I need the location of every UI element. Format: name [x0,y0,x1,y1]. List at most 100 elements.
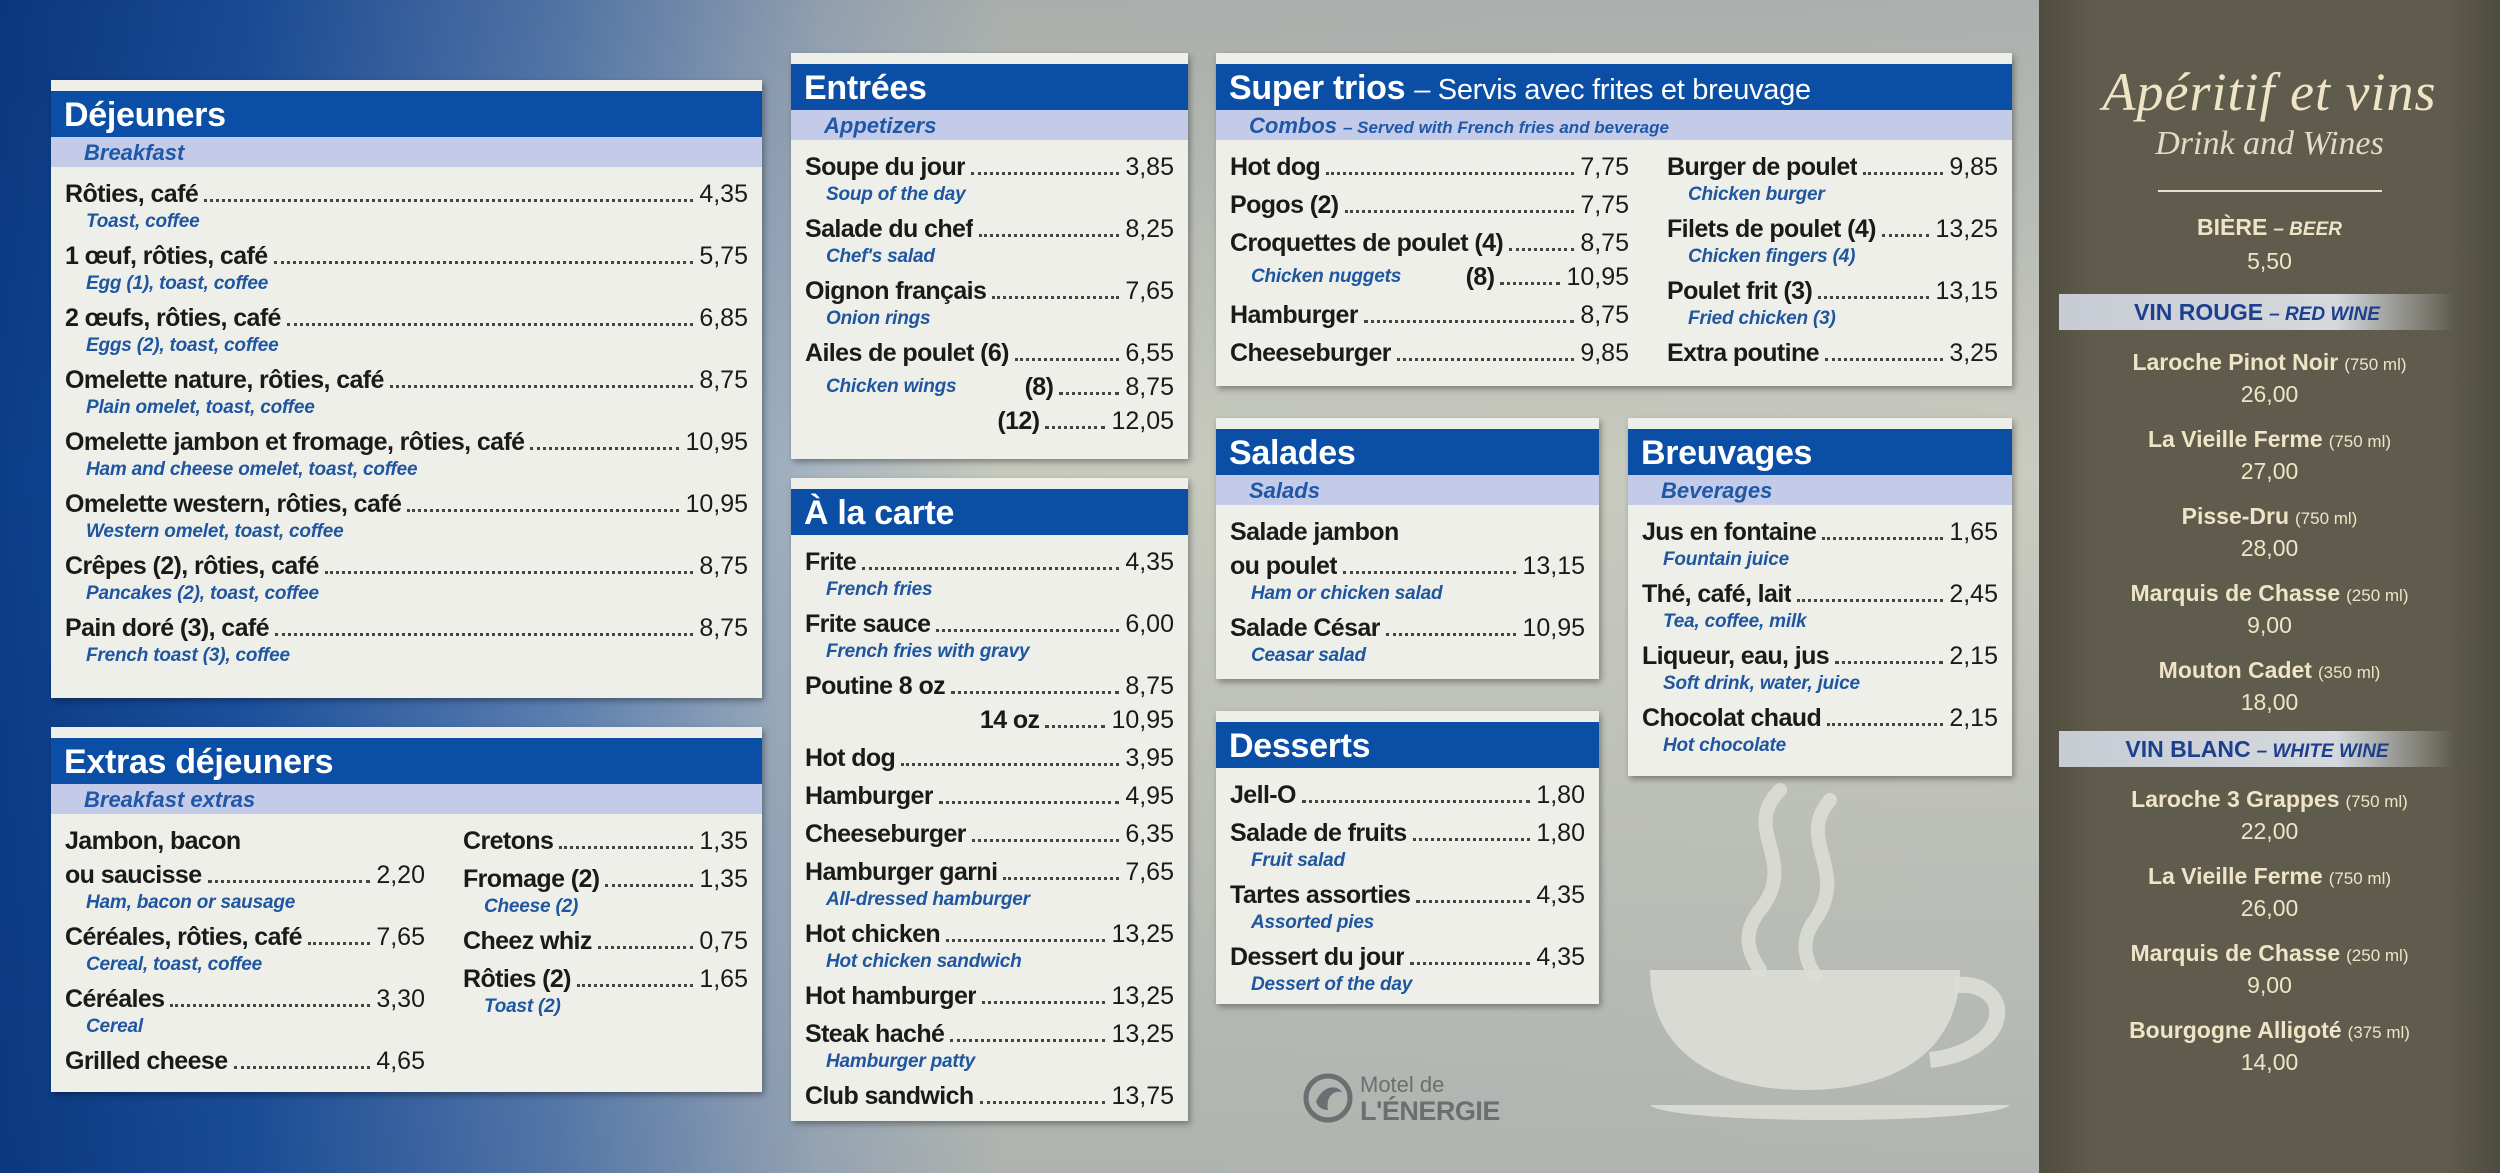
item-row: Omelette jambon et fromage, rôties, café… [65,425,748,459]
section-box: À la carte Frite 4,35 French fries Frite sau… [791,478,1188,1121]
item-name: Cheeseburger [1230,339,1391,367]
item-price: 4,35 [1536,881,1585,909]
item-description: Ham or chicken salad [1251,583,1443,604]
wine-size: (750 ml) [2295,509,2358,528]
item-description: Chef's salad [826,246,935,267]
item-price: 1,80 [1536,781,1585,809]
item-name: Hamburger garni [805,858,998,886]
menu-item: Filets de poulet (4) 13,25 Chicken fingers… [1667,212,1998,270]
variant-label: (8) [1465,263,1495,291]
wine-size: (350 ml) [2317,663,2381,682]
wine-group-heading: VIN BLANC – WHITE WINE [2059,731,2455,767]
menu-item: Cheeseburger 6,35 [805,817,1174,851]
menu-item: 2 œufs, rôties, café 6,85 Eggs (2), toast,… [65,301,748,359]
item-price: 4,35 [1536,943,1585,971]
section-title: Desserts [1216,722,1599,768]
dot-leader [170,1004,371,1007]
dot-leader [597,946,694,949]
item-name: Club sandwich [805,1082,974,1110]
item-price: 13,25 [1111,920,1174,948]
menu-item: Burger de poulet 9,85 Chicken burger [1667,150,1998,208]
wine-name-row: Mouton Cadet (350 ml) [2039,654,2500,686]
wine-price: 9,00 [2247,612,2292,638]
menu-item: Chocolat chaud 2,15 Hot chocolate [1642,701,1998,759]
menu-item: Rôties, café 4,35 Toast, coffee [65,177,748,235]
menu-item: Salade jambon ou poulet 13,15 Ham or chicke… [1230,515,1585,607]
item-row: Salade de fruits 1,80 [1230,816,1585,850]
dot-leader [971,172,1120,175]
wine-price: 28,00 [2240,535,2299,561]
columns: Rôties, café 4,35 Toast, coffee 1 œuf, rôti… [51,167,762,673]
menu-item: Frite 4,35 French fries [805,545,1174,603]
item-price: 3,30 [376,985,425,1013]
wine-size: (750 ml) [2328,869,2392,888]
item-description: Chicken wings [826,376,957,397]
item-name: Steak haché [805,1020,945,1048]
item-row: Steak haché 13,25 [805,1017,1174,1051]
item-name: Tartes assorties [1230,881,1411,909]
menu-item: Céréales 3,30 Cereal [65,982,425,1040]
item-description: Fountain juice [1663,549,1789,570]
item-price: 3,25 [1949,339,1998,367]
variant-label: (12) [997,407,1040,435]
item-description: Chicken nuggets [1251,266,1402,287]
dot-leader [1363,320,1575,323]
menu-item: Tartes assorties 4,35 Assorted pies [1230,878,1585,936]
title-text: Déjeuners [64,96,226,134]
item-name: Salade du chef [805,215,974,243]
dot-leader [207,880,371,883]
item-row: Oignon français 7,65 [805,274,1174,308]
section-box: Salades Salads Salade jambon ou poulet 13,15… [1216,418,1599,679]
drinks-title: Apéritif et vins [2102,62,2437,122]
dot-leader [936,629,1120,632]
column: Soupe du jour 3,85 Soup of the day Salade d… [805,150,1174,442]
item-description: Tea, coffee, milk [1663,611,1807,632]
drinks: Apéritif et vins Drink and Wines BIÈRE – BE… [2039,62,2500,1075]
logo-icon [1303,1073,1353,1123]
section-subtitle: Combos – Served with French fries and bev… [1216,110,2012,140]
item-name: Frite [805,548,857,576]
item-row: Poulet frit (3) 13,15 [1667,274,1998,308]
item-description: Cereal, toast, coffee [86,954,263,975]
menu-item: Extra poutine 3,25 [1667,336,1998,370]
subtitle-text: Breakfast [84,140,185,165]
dot-leader [1326,172,1575,175]
item-row: Hamburger 8,75 [1230,298,1629,332]
dot-leader [1045,725,1106,728]
item-name: Filets de poulet (4) [1667,215,1876,243]
wine-name: La Vieille Ferme [2147,863,2323,889]
wine: Marquis de Chasse (250 ml) 9,00 [2039,577,2500,641]
item-row: Club sandwich 13,75 [805,1079,1174,1113]
item-row: ou saucisse 2,20 [65,858,425,892]
group-note: – RED WINE [2269,304,2380,325]
item-row: 1 œuf, rôties, café 5,75 [65,239,748,273]
item-price: 12,05 [1111,407,1174,435]
item-row: Cretons 1,35 [463,824,748,858]
item-row: Céréales, rôties, café 7,65 [65,920,425,954]
item-row: Filets de poulet (4) 13,25 [1667,212,1998,246]
menu-item: Omelette western, rôties, café 10,95 Weste… [65,487,748,545]
item-price: 2,15 [1949,642,1998,670]
item-price: 8,75 [1580,229,1629,257]
variant-row: Chicken wings (8) 8,75 [805,370,1174,404]
wine-size: (250 ml) [2346,586,2409,605]
item-price: 8,75 [1580,301,1629,329]
dot-leader [1818,296,1930,299]
dot-leader [1881,234,1930,237]
dot-leader [1863,172,1944,175]
dot-leader [950,1039,1106,1042]
beer-heading: BIÈRE – BEER [2039,210,2500,244]
dot-leader [407,509,680,512]
item-description: Plain omelet, toast, coffee [86,397,315,418]
menu-item: Grilled cheese 4,65 [65,1044,425,1078]
item-price: 10,95 [685,428,748,456]
column: Rôties, café 4,35 Toast, coffee 1 œuf, rôti… [65,177,748,673]
dot-leader [605,884,694,887]
item-name: Thé, café, lait [1642,580,1792,608]
wine: Laroche Pinot Noir (750 ml) 26,00 [2039,346,2500,410]
section-title: Salades [1216,429,1599,475]
title-note: – Servis avec frites et breuvage [1414,74,1811,106]
item-description: Toast, coffee [86,211,200,232]
item-row: Tartes assorties 4,35 [1230,878,1585,912]
dot-leader [1410,962,1531,965]
